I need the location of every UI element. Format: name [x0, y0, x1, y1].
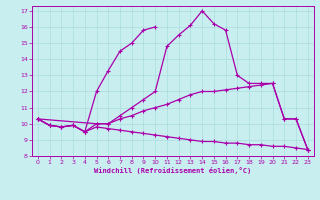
X-axis label: Windchill (Refroidissement éolien,°C): Windchill (Refroidissement éolien,°C): [94, 167, 252, 174]
